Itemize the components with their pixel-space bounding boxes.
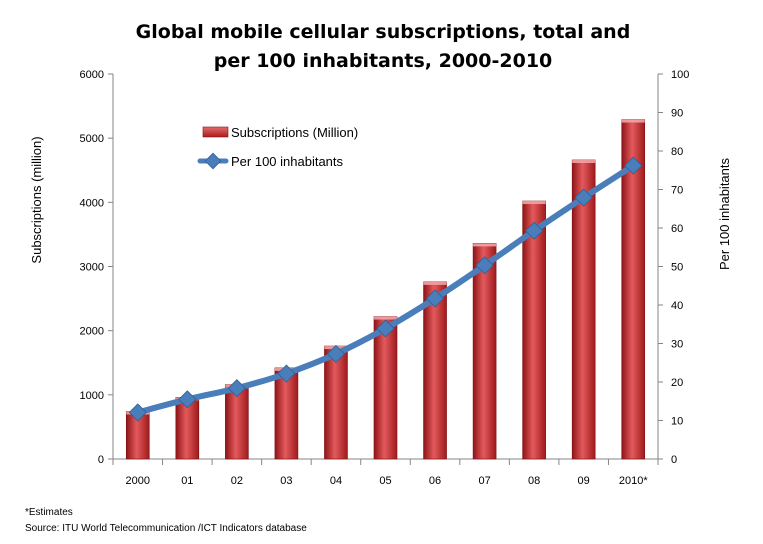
per-100-point [525,221,544,240]
per-100-point [574,188,593,207]
per-100-point [277,364,296,383]
per-100-point [326,344,346,363]
bar [324,345,348,460]
right-axis-title: Per 100 inhabitants [717,157,732,270]
right-tick-label: 80 [671,146,683,158]
right-tick-label: 30 [671,339,683,351]
x-tick-label: 08 [528,475,540,487]
x-tick-label: 05 [379,475,391,487]
per-100-point [178,390,197,409]
chart-title-line-2: per 100 inhabitants, 2000-2010 [214,50,553,72]
footnote-source: Source: ITU World Telecommunication /ICT… [25,523,307,534]
per-100-point [624,156,643,175]
right-tick-label: 90 [671,108,683,120]
x-tick-label: 09 [578,475,590,487]
right-tick-label: 50 [671,262,683,274]
legend-swatch-bar [202,126,229,138]
legend-label-subscriptions: Subscriptions (Million) [231,125,358,140]
right-tick-label: 40 [671,300,683,312]
legend-label-per-100: Per 100 inhabitants [231,154,344,169]
per-100-point [227,379,246,398]
right-tick-label: 0 [671,454,677,466]
bar-top-highlight [374,316,397,320]
left-tick-label: 5000 [80,133,104,145]
bar [472,243,497,460]
bar-top-highlight [621,119,645,123]
left-tick-label: 4000 [80,197,104,209]
bar-top-highlight [473,243,497,247]
bar-top-highlight [423,281,447,285]
plot-area: 0100020003000400050006000010203040506070… [80,69,690,487]
per-100-point [425,289,445,308]
footnote-estimates: *Estimates [25,507,73,518]
left-tick-label: 1000 [80,390,104,402]
bar-top-highlight [572,159,596,163]
legend-swatch-marker [204,152,222,170]
chart-title-line-1: Global mobile cellular subscriptions, to… [136,21,631,43]
x-tick-label: 01 [181,475,193,487]
x-tick-label: 2010* [619,475,648,487]
right-tick-label: 10 [671,416,683,428]
legend: Subscriptions (Million) Per 100 inhabita… [197,125,358,170]
bar [423,281,447,460]
right-tick-label: 60 [671,223,683,235]
x-tick-label: 03 [280,475,292,487]
left-tick-label: 0 [98,454,104,466]
right-tick-label: 70 [671,185,683,197]
bar-top-highlight [522,201,546,205]
per-100-point [475,256,494,275]
x-tick-label: 06 [429,475,441,487]
x-tick-label: 07 [478,475,490,487]
per-100-point [128,403,147,422]
left-tick-label: 3000 [80,262,104,274]
per-100-point [376,319,395,338]
left-axis-title: Subscriptions (million) [29,136,44,263]
left-tick-label: 6000 [80,69,104,81]
right-tick-label: 100 [671,69,689,81]
right-tick-label: 20 [671,377,683,389]
bar [373,316,398,460]
left-tick-label: 2000 [80,326,104,338]
x-tick-label: 02 [231,475,243,487]
x-tick-label: 04 [330,475,342,487]
x-tick-label: 2000 [126,475,150,487]
